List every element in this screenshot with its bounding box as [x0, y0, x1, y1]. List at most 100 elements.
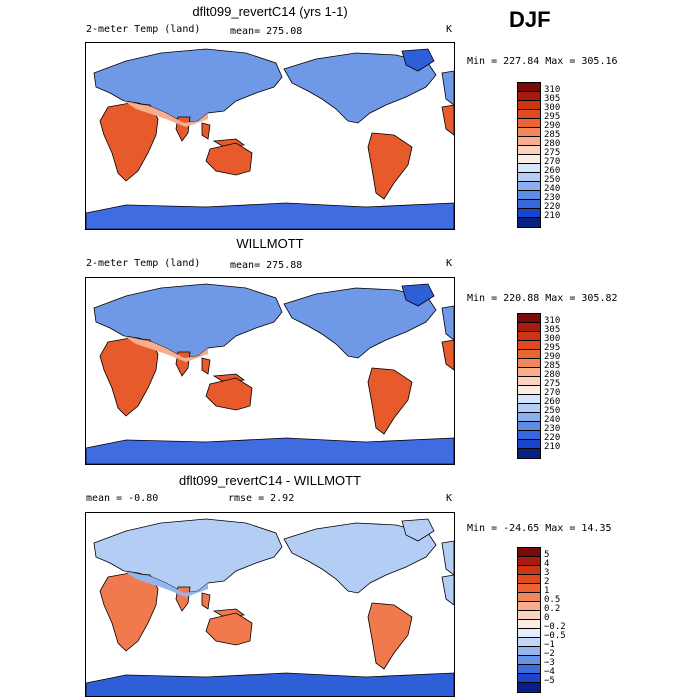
- legend-swatch: [518, 92, 540, 101]
- legend-swatch: [518, 395, 540, 404]
- temperature-band: [124, 101, 208, 127]
- legend-swatch: [518, 164, 540, 173]
- legend-swatch: [518, 341, 540, 350]
- continent-southamerica: [367, 367, 413, 435]
- legend-tick-label: −5: [544, 676, 555, 686]
- map-plot: [85, 277, 455, 465]
- legend-swatch: [518, 584, 540, 593]
- continent-greenland: [401, 48, 435, 72]
- legend-swatch: [518, 656, 540, 665]
- units-label: K: [446, 493, 453, 504]
- legend-swatch: [518, 209, 540, 218]
- legend-tick-label: 275: [544, 379, 561, 389]
- panel-title: dflt099_revertC14 - WILLMOTT: [178, 473, 362, 488]
- continent-northamerica: [283, 287, 437, 359]
- continent-northamerica: [283, 522, 437, 594]
- legend-tick-label: −0.2: [544, 622, 566, 632]
- legend-swatch: [518, 332, 540, 341]
- legend-tick-label: 270: [544, 388, 561, 398]
- legend-tick-label: −0.5: [544, 631, 566, 641]
- continent-seasia: [201, 122, 246, 148]
- continent-africa: [99, 337, 159, 417]
- legend-swatch: [518, 137, 540, 146]
- continent-seasia: [201, 357, 246, 383]
- legend-tick-label: −4: [544, 667, 555, 677]
- map-plot: [85, 42, 455, 230]
- units-label: K: [446, 24, 453, 35]
- legend-swatch: [518, 431, 540, 440]
- legend-swatch: [518, 155, 540, 164]
- legend-swatch: [518, 110, 540, 119]
- legend-ticks: 310 305 300 295 290 285 280 275 270 260 250 240 230 2…: [544, 313, 584, 457]
- color-legend: [517, 313, 541, 459]
- continent-antarctica: [86, 202, 454, 229]
- continent-northamerica: [283, 52, 437, 124]
- legend-swatch: [518, 575, 540, 584]
- legend-tick-label: 310: [544, 85, 561, 95]
- legend-tick-label: 3: [544, 568, 550, 578]
- legend-tick-label: 295: [544, 112, 561, 122]
- panel-title: WILLMOTT: [236, 236, 304, 251]
- legend-swatch: [518, 386, 540, 395]
- continent-eurasia: [93, 283, 283, 359]
- legend-tick-label: 295: [544, 343, 561, 353]
- legend-swatch: [518, 683, 540, 692]
- mean-label: mean= 275.88: [230, 260, 303, 271]
- continent-africa-east-edge: [441, 339, 454, 371]
- world-map: [86, 48, 454, 229]
- legend-tick-label: 290: [544, 121, 561, 131]
- legend-tick-label: 280: [544, 139, 561, 149]
- continent-seasia: [201, 592, 246, 618]
- legend-swatch: [518, 119, 540, 128]
- legend-tick-label: 220: [544, 433, 561, 443]
- legend-swatch: [518, 200, 540, 209]
- legend-swatch: [518, 440, 540, 449]
- world-map: [86, 518, 454, 696]
- continent-africa-east-edge: [441, 574, 454, 606]
- units-label: K: [446, 258, 453, 269]
- legend-tick-label: 1: [544, 586, 550, 596]
- continent-southamerica: [367, 602, 413, 670]
- legend-swatch: [518, 449, 540, 458]
- legend-swatch: [518, 368, 540, 377]
- rmse-label: rmse = 2.92: [228, 493, 295, 504]
- legend-tick-label: −2: [544, 649, 555, 659]
- continent-europe-east-edge: [441, 70, 454, 106]
- legend-swatch: [518, 350, 540, 359]
- legend-tick-label: 290: [544, 352, 561, 362]
- legend-swatch: [518, 128, 540, 137]
- legend-swatch: [518, 314, 540, 323]
- continent-africa: [99, 572, 159, 652]
- legend-tick-label: 230: [544, 193, 561, 203]
- legend-tick-label: −3: [544, 658, 555, 668]
- continent-australia: [205, 612, 253, 646]
- legend-swatch: [518, 602, 540, 611]
- legend-tick-label: 250: [544, 406, 561, 416]
- legend-tick-label: 230: [544, 424, 561, 434]
- legend-tick-label: 280: [544, 370, 561, 380]
- continent-australia: [205, 142, 253, 176]
- legend-swatch: [518, 359, 540, 368]
- variable-label: 2-meter Temp (land): [86, 24, 201, 35]
- continent-europe-east-edge: [441, 305, 454, 341]
- mean-label: mean= 275.08: [230, 26, 303, 37]
- legend-swatch: [518, 146, 540, 155]
- legend-swatch: [518, 173, 540, 182]
- color-legend: [517, 547, 541, 693]
- legend-swatch: [518, 593, 540, 602]
- legend-swatch: [518, 404, 540, 413]
- legend-tick-label: 0: [544, 613, 550, 623]
- mean-label: mean = -0.80: [86, 493, 159, 504]
- legend-tick-label: 285: [544, 130, 561, 140]
- temperature-band: [124, 336, 208, 362]
- legend-tick-label: 210: [544, 442, 561, 452]
- legend-tick-label: 275: [544, 148, 561, 158]
- variable-label: 2-meter Temp (land): [86, 258, 201, 269]
- legend-swatch: [518, 377, 540, 386]
- legend-swatch: [518, 548, 540, 557]
- temperature-band: [124, 571, 208, 597]
- color-legend: [517, 82, 541, 228]
- legend-swatch: [518, 647, 540, 656]
- continent-antarctica: [86, 672, 454, 696]
- world-map: [86, 283, 454, 464]
